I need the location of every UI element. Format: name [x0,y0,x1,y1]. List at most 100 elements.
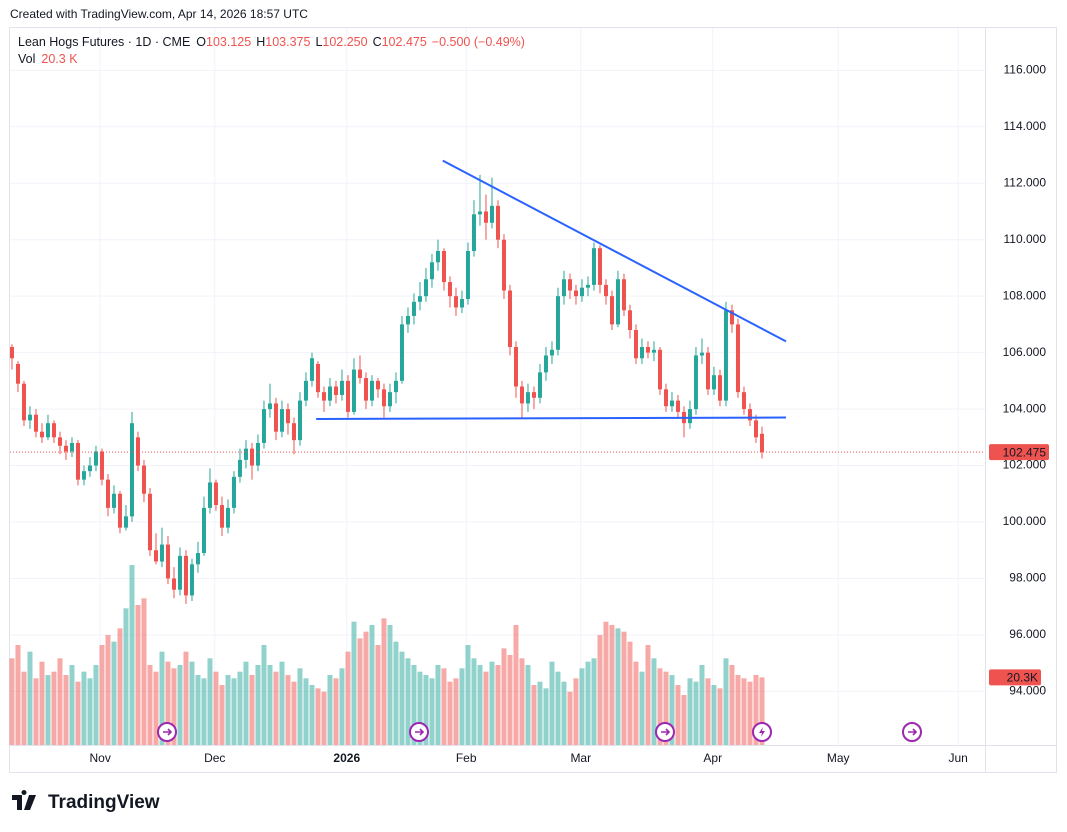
candle-body [219,505,224,528]
candle-body [627,310,632,331]
candle-body [75,442,80,480]
candles [9,174,764,604]
volume-bar [417,671,423,745]
volume-bar [453,678,459,745]
volume-bar [279,661,285,745]
candle-body [195,553,200,565]
candle-body [441,251,446,283]
candle-body [717,375,722,401]
candle-body [747,409,752,421]
volume-bar [459,668,465,745]
volume-bar [495,665,501,745]
volume-bar [723,658,729,745]
candle-body [135,437,140,466]
candle-body [309,358,314,381]
y-tick-label: 114.000 [1004,119,1047,133]
volume-bar [171,668,177,745]
volume-bar [153,671,159,745]
legend-line: Lean Hogs Futures · 1D · CME O103.125 H103… [18,35,525,49]
volume-bar [543,688,549,745]
volume-bar [189,661,195,745]
volume-bar [429,678,435,745]
candle-body [51,423,56,438]
ohlc-value: 103.375 [265,35,310,49]
candle-body [735,324,740,393]
volume-bar [603,621,609,745]
candle-body [339,380,344,395]
volume-bar [471,658,477,745]
event-icon[interactable] [752,722,772,742]
candle-body [501,239,506,291]
candle-body [465,251,470,299]
volume-bar [207,658,213,745]
candle-body [513,346,518,387]
candle-body [585,284,590,288]
volume-bar [597,635,603,745]
y-tick-label: 106.000 [1003,345,1047,359]
volume-bar [687,678,693,745]
candle-body [225,507,230,528]
volume-bar [621,631,627,745]
volume-bar [291,681,297,745]
volume-bar [525,665,531,745]
candle-body [363,378,368,401]
volume-bar [297,668,303,745]
volume-bar [351,621,357,745]
y-tick-label: 112.000 [1004,175,1047,189]
candle-body [165,544,170,579]
candle-body [525,392,530,404]
volume-bar [363,631,369,745]
volume-bar [717,688,723,745]
candle-body [687,409,692,424]
logo-text: TradingView [48,792,160,813]
volume-bar [195,675,201,745]
volume-bar [393,641,399,745]
volume-bar [537,681,543,745]
candle-body [471,214,476,252]
volume-bar [741,678,747,745]
candle-body [597,248,602,285]
volume-bar [609,625,615,745]
candle-body [615,279,620,325]
candle-body [321,392,326,401]
candle-body [333,386,338,395]
candle-body [117,493,122,528]
event-icon[interactable] [157,722,177,742]
volume-bar [75,681,81,745]
change: −0.500 (−0.49%) [432,35,525,49]
volume-bar [747,681,753,745]
volume-key: Vol [18,52,35,66]
candle-body [591,248,596,285]
event-icon[interactable] [409,722,429,742]
volume-bar [201,678,207,745]
y-tick-label: 98.000 [1009,571,1046,585]
candle-body [345,380,350,412]
volume-bar [117,628,123,745]
volume-bar [375,645,381,745]
volume-bar [585,661,591,745]
volume-bar [657,668,663,745]
x-tick-label: May [827,751,850,765]
volume-bar [99,645,105,745]
event-icon[interactable] [655,722,675,742]
candle-body [171,578,176,590]
volume-bar [87,678,93,745]
volume-bar [357,638,363,745]
candle-body [669,400,674,407]
candle-body [417,296,422,302]
candle-body [759,433,764,453]
candle-body [531,392,536,398]
candle-body [459,298,464,308]
volume-bar [549,661,555,745]
volume-bar [57,658,63,745]
candle-body [303,380,308,401]
ohlc-value: 103.125 [206,35,251,49]
candle-body [87,465,92,472]
candle-body [63,445,68,452]
candle-body [705,352,710,390]
x-tick-label: Feb [456,751,477,765]
volume-bar [405,658,411,745]
event-icon[interactable] [902,722,922,742]
volume-bar [531,685,537,745]
